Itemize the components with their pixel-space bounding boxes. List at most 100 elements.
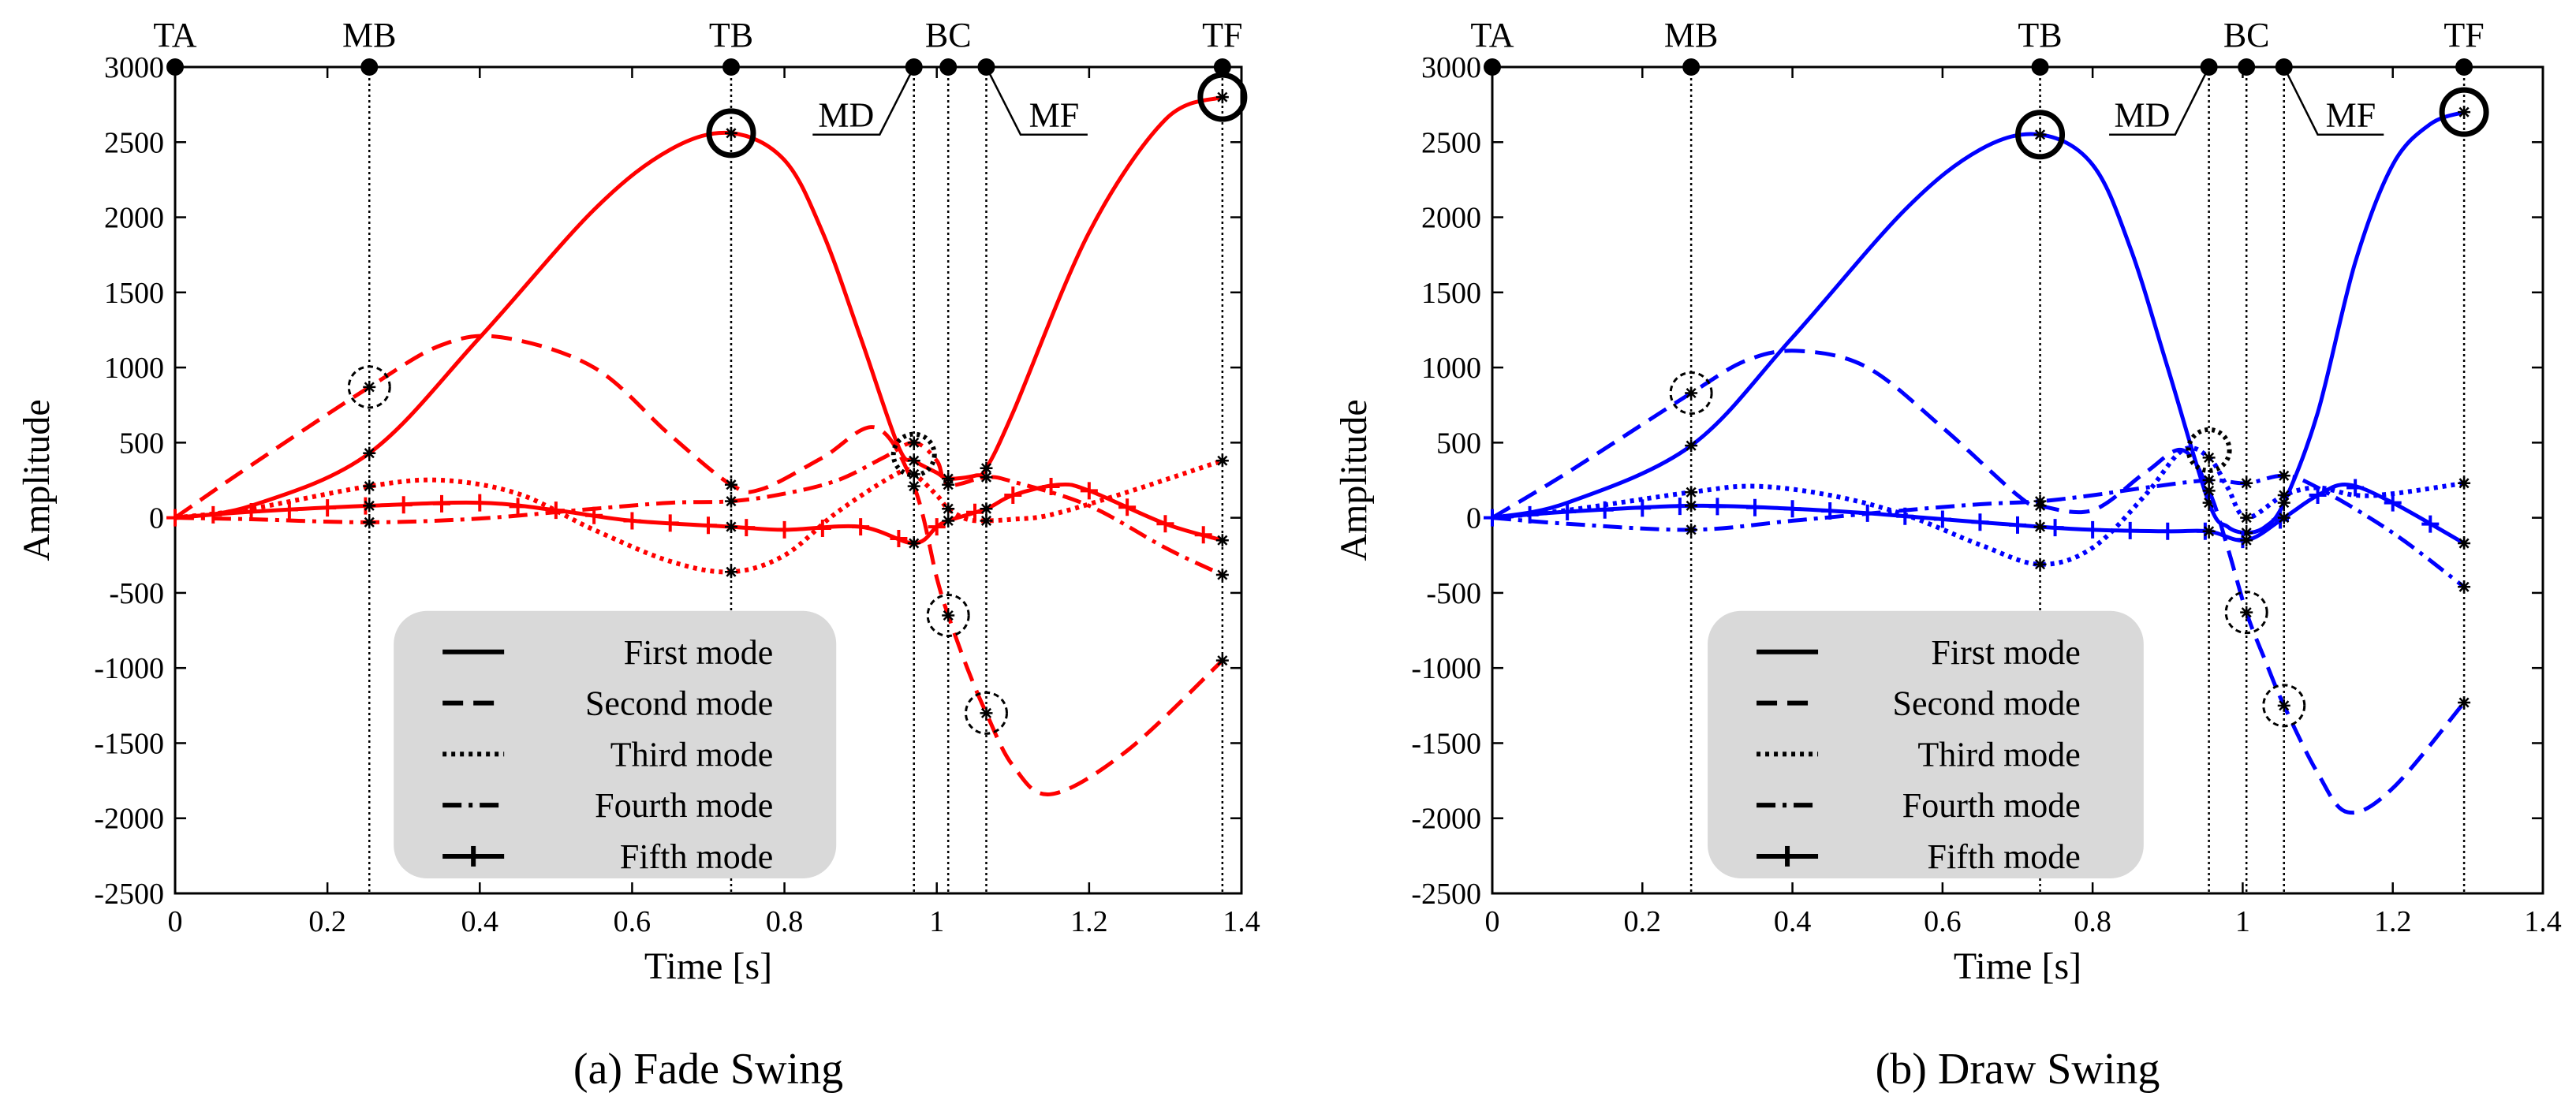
event-point-marker [980,471,993,484]
highlight-circle [2015,110,2066,160]
y-tick-label: -1500 [94,727,164,760]
series-third-mode [1491,445,2471,571]
plus-marker [1004,487,1022,505]
x-tick-label: 0 [168,905,183,938]
event-tb-dot [2031,58,2049,76]
event-md-label: MD [818,96,874,135]
plus-marker [2346,479,2365,497]
y-tick-label: 2000 [104,202,164,235]
event-markers: TA MB TB MD BC MF TF [1470,16,2485,893]
highlight-circle [964,691,1008,735]
event-tf-dot [1213,58,1231,76]
event-point-marker-stroke [1217,91,1228,103]
event-point-marker-stroke [2279,700,2290,711]
x-axis: 0 0.2 0.4 0.6 0.8 1 1.2 1.4 [168,67,1260,938]
event-point-marker [363,499,376,513]
y-tick-label: 1000 [104,352,164,385]
x-tick-label: 1.2 [1070,905,1108,938]
event-point-marker-stroke [726,496,737,507]
event-point-marker-stroke [980,472,992,483]
event-point-marker [942,502,955,516]
event-point-marker-stroke [2204,452,2215,463]
plus-marker [1080,482,1098,500]
plus-marker [1194,526,1212,544]
plus-marker [547,501,565,520]
legend-label: Second mode [585,684,773,723]
event-point-marker [1685,386,1698,400]
event-md-label: MD [2114,96,2170,135]
y-tick-label: 0 [1466,502,1481,535]
x-tick-label: 0 [1485,905,1500,938]
event-point-marker [980,514,993,528]
event-mf-label: MF [1029,96,1080,135]
highlight-circle [2262,684,2306,728]
y-tick-label: 1000 [1421,352,1481,385]
event-point-marker-stroke [909,538,920,549]
y-tick-label: 1500 [104,277,164,310]
event-point-marker [1215,654,1229,667]
event-bc-label: BC [2223,16,2270,54]
plot-frame [1491,65,2544,895]
y-axis: -2500 -2000 -1500 -1000 -500 0 500 1000 1500 2000… [94,51,1241,911]
x-tick-label: 1 [929,905,944,938]
legend-label: First mode [624,633,773,672]
event-point-marker-stroke [726,479,737,490]
event-point-marker [2458,537,2471,550]
plus-marker [2046,519,2064,537]
event-point-marker-stroke [2035,496,2046,507]
plus-marker [471,494,489,512]
event-point-marker-stroke [364,382,375,393]
x-tick-label: 0.2 [1624,905,1662,938]
event-point-marker [2458,476,2471,490]
y-tick-label: -1500 [1411,727,1481,760]
y-tick-label: -2000 [1411,803,1481,836]
event-point-marker [2033,557,2047,571]
plus-marker [775,520,793,539]
x-tick-label: 1 [2235,905,2250,938]
plus-marker [852,518,870,536]
plus-marker [204,505,222,524]
event-point-marker-stroke [2279,470,2290,481]
x-axis-label: Time [s] [1954,945,2081,987]
plus-marker [1521,505,1539,524]
y-axis-label: Amplitude [1333,399,1375,561]
event-point-marker [2033,520,2047,534]
series-line [174,440,1223,577]
event-bc-dot [2238,58,2256,76]
plus-marker [661,514,679,532]
event-point-marker [1215,91,1229,104]
event-point-marker [907,436,920,449]
highlight-circle [890,431,937,478]
highlight-circle [1669,371,1713,415]
event-mf-label: MF [2326,96,2376,135]
event-ta-label: TA [1470,16,1514,54]
highlight-circle [706,108,756,158]
event-tb-dot [722,58,740,76]
highlight-circle [926,593,970,637]
plus-marker [2084,520,2102,539]
event-point-marker [724,478,737,491]
event-point-marker [2240,606,2253,619]
legend-label: Third mode [610,735,774,774]
legend: First mode Second mode Third mode Fourth mo… [1708,610,2144,878]
series-line [1491,349,2466,815]
plus-marker [1596,501,1614,519]
event-point-marker [907,479,920,493]
event-point-marker [2277,511,2290,524]
legend-label: Fifth mode [620,837,773,876]
plus-marker [319,499,337,517]
plus-marker [1156,515,1174,533]
y-tick-label: 500 [1436,427,1481,460]
event-point-marker [2202,524,2216,538]
plus-marker [1118,498,1137,516]
plus-marker [509,498,527,516]
x-tick-label: 0.4 [461,905,499,938]
event-point-marker-stroke [726,128,737,139]
event-point-marker [1215,534,1229,547]
x-tick-label: 1.4 [2524,905,2562,938]
x-tick-label: 1.4 [1223,905,1260,938]
series-fifth-mode [166,477,1229,550]
event-mf-leader [2283,66,2384,136]
event-point-marker [2277,469,2290,483]
event-point-marker [942,609,955,622]
